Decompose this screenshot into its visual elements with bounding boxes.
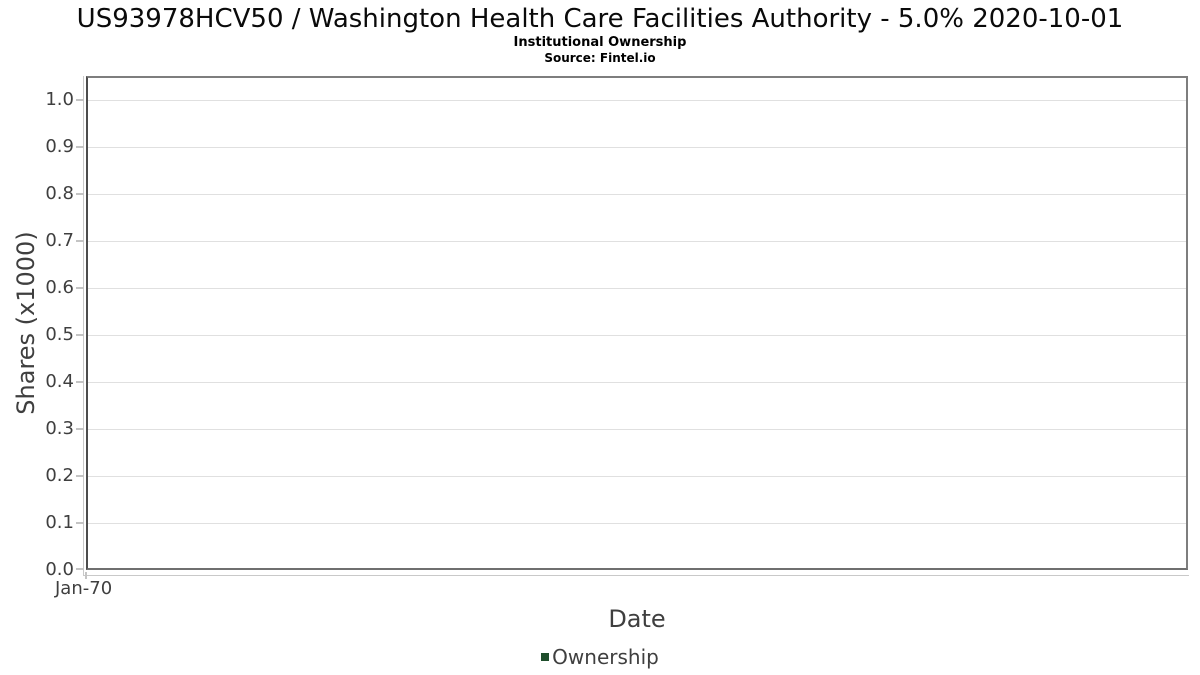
y-gridline	[88, 147, 1186, 148]
y-tick-label: 0.9	[45, 136, 74, 157]
chart-source: Source: Fintel.io	[544, 51, 656, 65]
y-gridline	[88, 382, 1186, 383]
plot-frame-left	[83, 76, 84, 576]
y-tick-label: 0.8	[45, 183, 74, 204]
y-tick	[76, 99, 84, 101]
y-tick	[76, 287, 84, 289]
y-tick-label: 0.4	[45, 371, 74, 392]
y-tick-label: 0.6	[45, 277, 74, 298]
y-gridline	[88, 241, 1186, 242]
x-axis-title: Date	[608, 605, 666, 633]
y-tick-label: 0.3	[45, 418, 74, 439]
legend-label: Ownership	[552, 645, 659, 669]
y-tick	[76, 568, 84, 570]
y-gridline	[88, 335, 1186, 336]
y-tick-label: 0.5	[45, 324, 74, 345]
y-tick	[76, 522, 84, 524]
y-tick	[76, 381, 84, 383]
y-gridline	[88, 523, 1186, 524]
chart-title: US93978HCV50 / Washington Health Care Fa…	[76, 4, 1124, 34]
chart-subtitle: Institutional Ownership	[513, 35, 687, 50]
x-tick	[85, 572, 87, 579]
plot-area	[86, 76, 1188, 570]
y-tick-label: 0.2	[45, 465, 74, 486]
y-tick-label: 0.7	[45, 230, 74, 251]
plot-frame-bottom	[83, 575, 1189, 576]
y-tick	[76, 475, 84, 477]
y-gridline	[88, 476, 1186, 477]
x-tick-label: Jan-70	[55, 578, 113, 599]
y-tick	[76, 334, 84, 336]
y-gridline	[88, 288, 1186, 289]
y-tick	[76, 240, 84, 242]
y-tick	[76, 193, 84, 195]
y-gridline	[88, 429, 1186, 430]
y-tick-label: 0.0	[45, 559, 74, 580]
y-gridline	[88, 194, 1186, 195]
y-tick-label: 1.0	[45, 89, 74, 110]
y-tick-label: 0.1	[45, 512, 74, 533]
y-tick	[76, 428, 84, 430]
legend-marker-icon	[541, 653, 550, 661]
y-gridline	[88, 100, 1186, 101]
legend: Ownership	[0, 645, 1200, 669]
y-axis-title: Shares (x1000)	[12, 231, 40, 415]
y-tick	[76, 146, 84, 148]
